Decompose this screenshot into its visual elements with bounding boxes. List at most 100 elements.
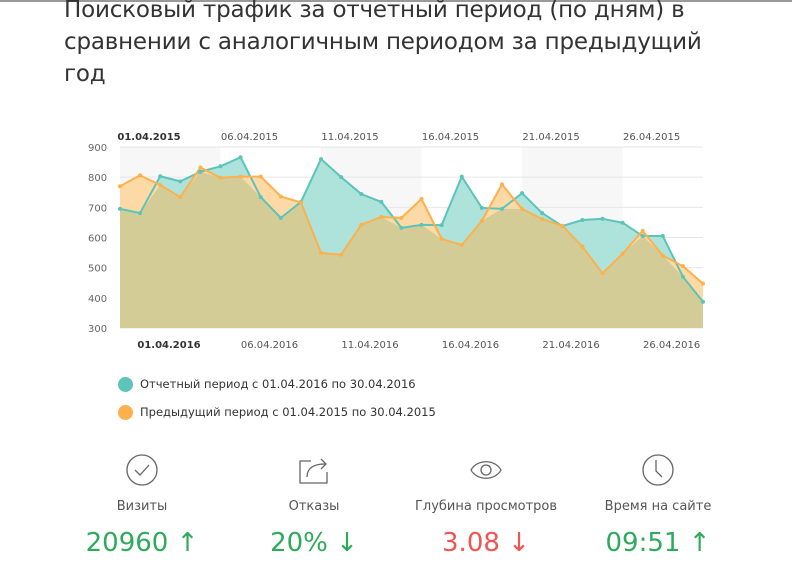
data-point[interactable]	[540, 211, 545, 216]
stat-time: Время на сайте 09:51 ↑	[572, 450, 744, 563]
data-point[interactable]	[479, 218, 484, 223]
arrow-down-icon: ↓	[508, 528, 530, 558]
stat-value: 3.08 ↓	[442, 528, 530, 558]
data-point[interactable]	[178, 179, 183, 184]
data-point[interactable]	[600, 216, 605, 221]
data-point[interactable]	[640, 228, 645, 233]
data-point[interactable]	[701, 299, 705, 304]
data-point[interactable]	[620, 251, 625, 256]
x-top-tick-label: 11.04.2015	[321, 132, 378, 143]
stats-panel: Визиты 20960 ↑ Отказы 20% ↓ Глубина прос…	[56, 450, 746, 563]
data-point[interactable]	[419, 196, 424, 201]
data-point[interactable]	[479, 205, 484, 210]
data-point[interactable]	[298, 200, 303, 205]
data-point[interactable]	[640, 233, 645, 238]
arrow-up-icon: ↑	[688, 528, 711, 558]
data-point[interactable]	[198, 169, 203, 174]
data-point[interactable]	[459, 174, 464, 179]
data-point[interactable]	[680, 274, 685, 279]
data-point[interactable]	[158, 174, 163, 179]
data-point[interactable]	[158, 183, 163, 188]
y-tick-label: 500	[88, 264, 107, 275]
data-point[interactable]	[660, 233, 665, 238]
legend-label-current: Отчетный период с 01.04.2016 по 30.04.20…	[140, 377, 416, 391]
data-point[interactable]	[138, 211, 143, 216]
data-point[interactable]	[459, 243, 464, 248]
legend-item-current[interactable]: Отчетный период с 01.04.2016 по 30.04.20…	[118, 370, 436, 398]
data-point[interactable]	[560, 223, 565, 228]
data-point[interactable]	[600, 271, 605, 276]
current-line[interactable]	[119, 156, 704, 303]
data-point[interactable]	[660, 253, 665, 258]
eye-icon	[400, 450, 572, 490]
legend-dot-previous-icon	[118, 404, 133, 420]
data-point[interactable]	[359, 222, 364, 227]
data-point[interactable]	[620, 220, 625, 225]
data-point[interactable]	[319, 157, 324, 162]
stat-value: 20960 ↑	[85, 528, 199, 558]
data-point[interactable]	[680, 264, 685, 269]
data-point[interactable]	[439, 237, 444, 242]
data-point[interactable]	[218, 164, 223, 169]
stat-label: Отказы	[288, 499, 340, 514]
previous-line[interactable]	[119, 166, 704, 285]
data-point[interactable]	[278, 215, 283, 220]
data-point[interactable]	[238, 174, 243, 179]
x-bottom-tick-label: 26.04.2016	[643, 340, 700, 351]
x-bottom-tick-label: 21.04.2016	[542, 340, 599, 351]
stat-label: Время на сайте	[604, 499, 712, 514]
data-point[interactable]	[178, 195, 183, 200]
data-point[interactable]	[198, 165, 203, 170]
x-bottom-tick-label: 06.04.2016	[241, 340, 298, 351]
data-point[interactable]	[138, 173, 143, 178]
x-top-tick-label: 06.04.2015	[221, 132, 278, 143]
data-point[interactable]	[218, 175, 223, 180]
data-point[interactable]	[238, 155, 243, 160]
x-top-tick-label: 16.04.2015	[422, 132, 479, 143]
data-point[interactable]	[520, 206, 525, 211]
y-tick-label: 800	[88, 173, 107, 184]
data-point[interactable]	[439, 223, 444, 228]
stat-label: Глубина просмотров	[414, 499, 558, 514]
legend-label-previous: Предыдущий период с 01.04.2015 по 30.04.…	[140, 405, 436, 419]
data-point[interactable]	[580, 244, 585, 249]
legend-item-previous[interactable]: Предыдущий период с 01.04.2015 по 30.04.…	[118, 398, 436, 426]
stat-visits: Визиты 20960 ↑	[56, 450, 228, 563]
data-point[interactable]	[701, 281, 705, 286]
top-border	[0, 0, 792, 2]
data-point[interactable]	[379, 199, 384, 204]
data-point[interactable]	[118, 206, 122, 211]
data-point[interactable]	[399, 225, 404, 230]
data-point[interactable]	[499, 182, 504, 187]
data-point[interactable]	[520, 191, 525, 196]
data-point[interactable]	[258, 195, 263, 200]
data-point[interactable]	[339, 252, 344, 257]
data-point[interactable]	[319, 250, 324, 255]
data-point[interactable]	[339, 175, 344, 180]
arrow-up-icon: ↑	[176, 528, 199, 558]
y-tick-label: 700	[88, 203, 107, 214]
y-tick-label: 600	[88, 234, 107, 245]
stat-value: 09:51 ↑	[605, 528, 711, 558]
data-point[interactable]	[499, 206, 504, 211]
share-icon	[228, 450, 400, 490]
data-point[interactable]	[258, 174, 263, 179]
x-bottom-tick-label: 01.04.2016	[137, 340, 200, 351]
data-point[interactable]	[118, 184, 122, 189]
data-point[interactable]	[399, 215, 404, 220]
overlap-area	[120, 171, 703, 328]
x-top-tick-label: 21.04.2015	[522, 132, 579, 143]
data-point[interactable]	[419, 222, 424, 227]
data-point[interactable]	[580, 218, 585, 223]
stat-label: Визиты	[116, 499, 168, 514]
y-tick-label: 300	[88, 324, 107, 335]
x-top-tick-label: 26.04.2015	[623, 132, 680, 143]
data-point[interactable]	[359, 192, 364, 197]
y-tick-label: 400	[88, 294, 107, 305]
stat-value: 20% ↓	[270, 528, 358, 558]
check-circle-icon	[56, 450, 228, 490]
data-point[interactable]	[278, 194, 283, 199]
data-point[interactable]	[540, 217, 545, 222]
data-point[interactable]	[379, 214, 384, 219]
arrow-down-icon: ↓	[336, 528, 358, 558]
